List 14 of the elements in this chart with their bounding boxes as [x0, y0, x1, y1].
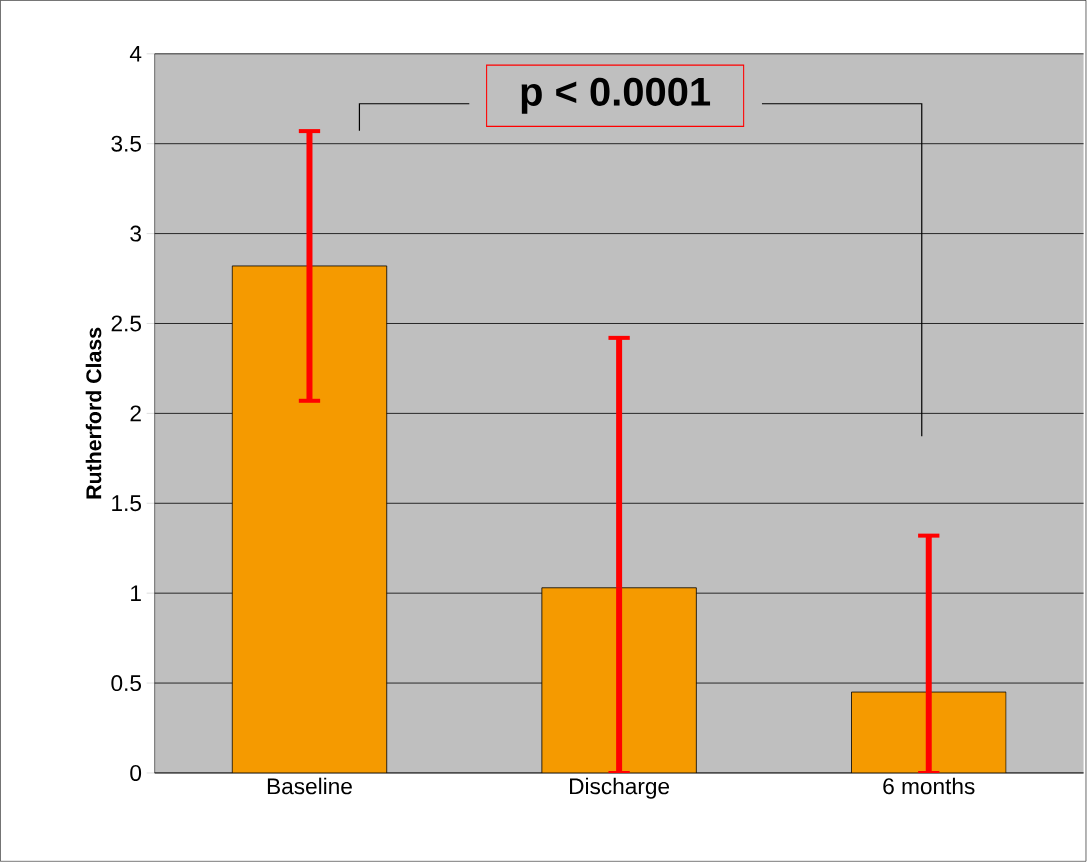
x-tick-label: 6 months	[883, 777, 975, 795]
x-tick-label: Baseline	[267, 777, 352, 795]
annotation: p < 0.0001	[521, 77, 711, 114]
y-tick-label: 0.5	[111, 675, 141, 692]
y-axis-title: Rutherford Class	[85, 328, 102, 499]
y-tick-label: 3.5	[111, 135, 141, 152]
y-tick-label: 1	[131, 585, 141, 602]
y-tick-label: 3	[130, 225, 141, 242]
y-tick-label: 4	[129, 46, 142, 62]
y-tick-label: 1.5	[112, 495, 141, 512]
y-tick-label: 0	[130, 765, 142, 782]
y-tick-label: 2	[130, 405, 141, 422]
x-tick-label: Discharge	[570, 777, 670, 799]
y-tick-label: 2.5	[111, 315, 141, 332]
